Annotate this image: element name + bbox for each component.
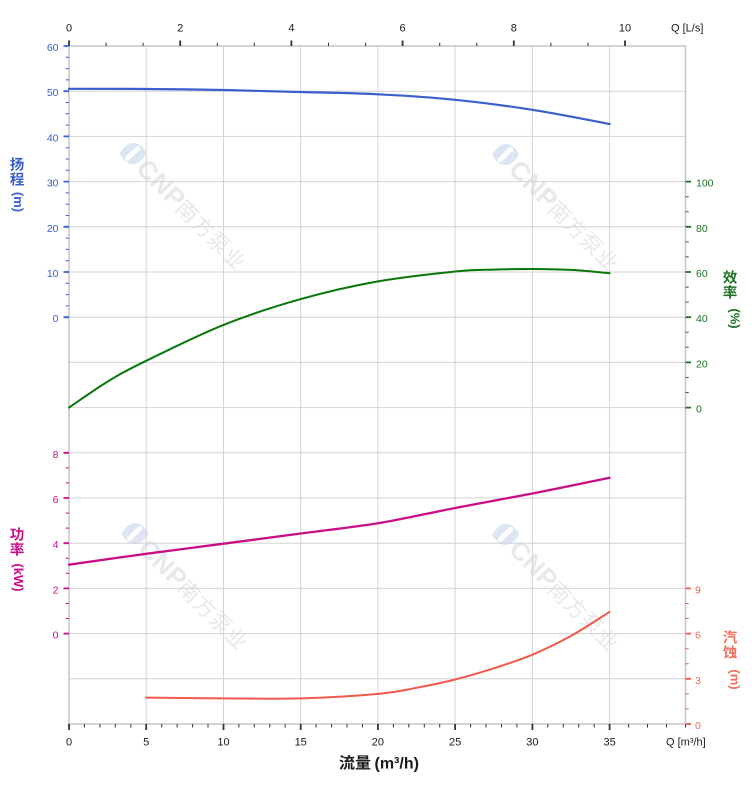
svg-text:60: 60 xyxy=(696,268,708,280)
svg-text:0: 0 xyxy=(696,404,702,416)
svg-text:(kW): (kW) xyxy=(11,563,26,591)
svg-text:0: 0 xyxy=(695,720,701,732)
svg-text:100: 100 xyxy=(696,178,714,190)
svg-text:20: 20 xyxy=(696,358,708,370)
svg-text:20: 20 xyxy=(47,223,59,235)
svg-text:40: 40 xyxy=(696,313,708,325)
svg-text:10: 10 xyxy=(47,268,59,280)
svg-text:25: 25 xyxy=(449,737,461,749)
svg-text:0: 0 xyxy=(53,630,59,642)
svg-text:(m): (m) xyxy=(728,669,743,689)
svg-text:60: 60 xyxy=(47,42,59,54)
svg-text:50: 50 xyxy=(47,87,59,99)
svg-text:0: 0 xyxy=(53,313,59,325)
svg-text:30: 30 xyxy=(47,178,59,190)
svg-text:4: 4 xyxy=(288,23,294,35)
svg-text:0: 0 xyxy=(66,737,72,749)
svg-text:4: 4 xyxy=(53,539,59,551)
svg-text:(m): (m) xyxy=(11,192,26,212)
svg-text:6: 6 xyxy=(400,23,406,35)
svg-text:80: 80 xyxy=(696,223,708,235)
svg-text:10: 10 xyxy=(217,737,229,749)
svg-text:Q [L/s]: Q [L/s] xyxy=(671,23,703,35)
svg-text:2: 2 xyxy=(53,584,59,596)
svg-text:Q [m³/h]: Q [m³/h] xyxy=(666,737,706,749)
svg-text:35: 35 xyxy=(603,737,615,749)
svg-text:2: 2 xyxy=(177,23,183,35)
svg-text:10: 10 xyxy=(619,23,631,35)
svg-text:0: 0 xyxy=(66,23,72,35)
svg-text:20: 20 xyxy=(372,737,384,749)
svg-text:9: 9 xyxy=(695,584,701,596)
svg-text:5: 5 xyxy=(143,737,149,749)
svg-text:6: 6 xyxy=(695,630,701,642)
svg-text:15: 15 xyxy=(295,737,307,749)
svg-text:30: 30 xyxy=(526,737,538,749)
svg-text:8: 8 xyxy=(511,23,517,35)
svg-text:3: 3 xyxy=(695,675,701,687)
svg-text:6: 6 xyxy=(53,494,59,506)
svg-text:8: 8 xyxy=(53,449,59,461)
svg-text:(%): (%) xyxy=(728,308,743,328)
svg-text:40: 40 xyxy=(47,132,59,144)
svg-text:(m³/h): (m³/h) xyxy=(375,756,419,773)
